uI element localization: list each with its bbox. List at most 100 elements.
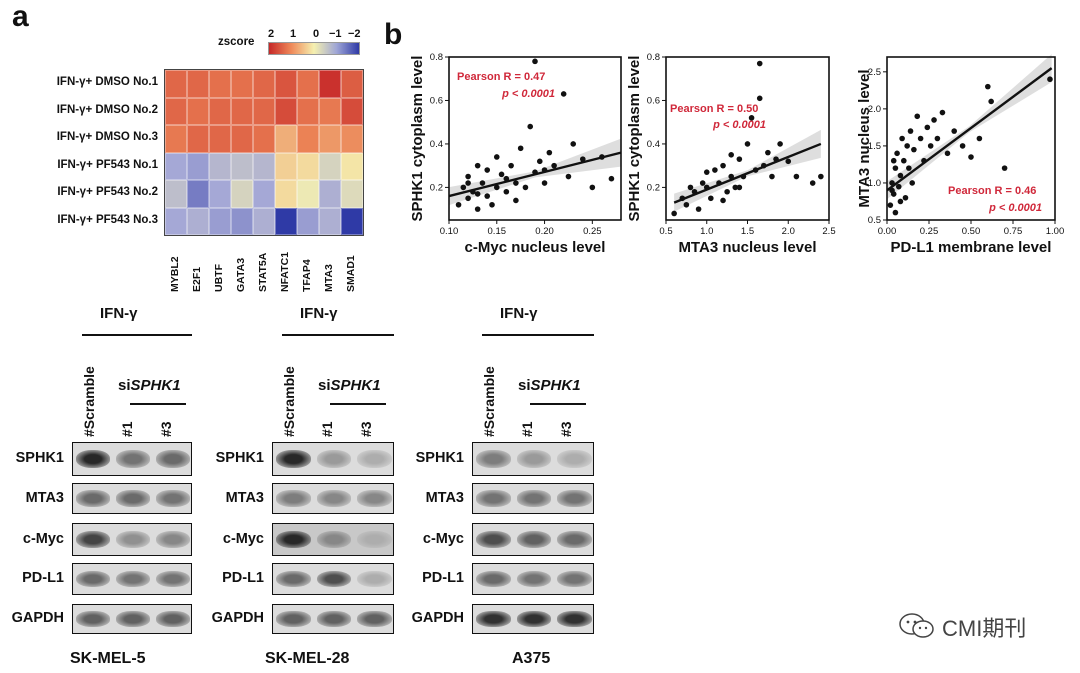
blot-strip	[72, 523, 192, 556]
heatmap-cell	[187, 152, 209, 180]
protein-band	[476, 611, 511, 627]
heatmap-cell	[253, 180, 275, 208]
heatmap-cell	[341, 152, 363, 180]
pearson-r-annotation: Pearson R = 0.50	[670, 103, 758, 115]
protein-label: PD-L1	[222, 570, 264, 586]
heatmap-cell	[253, 152, 275, 180]
protein-band	[357, 530, 392, 549]
data-point	[911, 146, 917, 153]
heatmap-cell	[187, 125, 209, 153]
data-point	[894, 150, 900, 157]
protein-band	[557, 530, 592, 549]
data-point	[769, 173, 775, 180]
y-tick-label: 0.6	[430, 95, 443, 106]
heatmap	[164, 69, 364, 236]
zscore-colorbar	[268, 42, 360, 55]
protein-band	[76, 450, 110, 468]
heatmap-cell	[275, 70, 297, 98]
data-point	[498, 171, 505, 178]
protein-band	[557, 570, 592, 588]
heatmap-cell	[209, 152, 231, 180]
heatmap-cell	[341, 125, 363, 153]
protein-band	[557, 611, 592, 627]
protein-band	[276, 450, 311, 468]
y-tick-label: 0.4	[430, 139, 443, 150]
data-point	[927, 143, 934, 149]
data-point	[968, 154, 974, 160]
p-value-annotation: p < 0.0001	[988, 202, 1042, 214]
data-point	[517, 145, 524, 152]
heatmap-cell	[231, 125, 253, 153]
protein-band	[156, 530, 190, 549]
data-point	[1001, 165, 1008, 171]
cell-line-label: SK-MEL-5	[70, 650, 146, 667]
protein-band	[316, 530, 352, 549]
data-point	[541, 180, 548, 186]
heatmap-cell	[165, 125, 187, 153]
data-point	[474, 191, 481, 197]
ifn-gamma-header: IFN-γ	[500, 305, 538, 322]
data-point	[901, 157, 907, 164]
correlation-scatter-plots: 0.10 0.15 0.20 0.25 0.2 0.4 0.6 0.8 c-Myc nucleu…	[409, 52, 1064, 256]
x-axis-label: c-Myc nucleus level	[465, 239, 606, 256]
data-point	[988, 98, 994, 105]
si-gene: SPHK1	[130, 377, 181, 394]
data-point	[904, 143, 910, 149]
x-tick-label: 0.20	[535, 226, 554, 237]
si-gene: SPHK1	[530, 377, 581, 394]
y-tick-label: 0.6	[647, 95, 660, 106]
data-point	[465, 173, 471, 180]
cell-line-label: SK-MEL-28	[265, 650, 350, 667]
confidence-band	[674, 129, 821, 212]
protein-band	[156, 570, 190, 588]
lane-label: #1	[319, 421, 335, 437]
data-point	[897, 198, 904, 205]
y-tick-label: 0.8	[430, 52, 443, 63]
blot-strip	[272, 523, 394, 556]
data-point	[892, 209, 899, 216]
protein-band	[357, 611, 392, 627]
blot-strip	[72, 604, 192, 634]
protein-band	[316, 490, 352, 507]
protein-band	[316, 450, 352, 468]
protein-band	[357, 490, 392, 507]
protein-label: SPHK1	[215, 450, 264, 466]
heatmap-cell	[253, 97, 275, 125]
heatmap-cell	[165, 97, 187, 125]
ifn-gamma-bracket	[282, 334, 394, 336]
protein-band	[156, 611, 190, 627]
protein-band	[476, 530, 511, 549]
blot-strip	[472, 523, 594, 556]
data-point	[503, 188, 510, 195]
blot-strip	[72, 483, 192, 514]
data-point	[728, 152, 734, 158]
protein-band	[476, 570, 511, 588]
ifn-gamma-header: IFN-γ	[100, 305, 138, 322]
data-point	[671, 210, 677, 217]
data-point	[560, 91, 567, 97]
data-point	[907, 128, 914, 134]
heatmap-cell	[165, 152, 187, 180]
y-tick-label: 0.2	[647, 182, 660, 193]
heatmap-row-label: IFN-γ+ PF543 No.3	[57, 213, 158, 226]
x-tick-label: 1.5	[741, 226, 754, 237]
pearson-r-annotation: Pearson R = 0.47	[457, 71, 545, 83]
lane-label: #Scramble	[481, 366, 497, 437]
heatmap-row-label: IFN-γ+ DMSO No.2	[56, 103, 158, 116]
data-point	[748, 115, 755, 121]
data-point	[793, 173, 800, 180]
protein-label: c-Myc	[422, 530, 464, 547]
data-point	[914, 113, 921, 120]
protein-band	[76, 611, 110, 627]
heatmap-cell	[187, 207, 209, 235]
si-sphk1-label: siSPHK1	[118, 377, 181, 394]
data-point	[897, 172, 904, 179]
data-point	[892, 165, 899, 171]
data-point	[736, 184, 743, 191]
heatmap-cell	[209, 207, 231, 235]
heatmap-cell	[319, 97, 341, 125]
data-point	[736, 156, 743, 162]
pearson-r-annotation: Pearson R = 0.46	[948, 185, 1036, 197]
heatmap-cell	[341, 180, 363, 208]
si-prefix: si	[318, 377, 331, 394]
